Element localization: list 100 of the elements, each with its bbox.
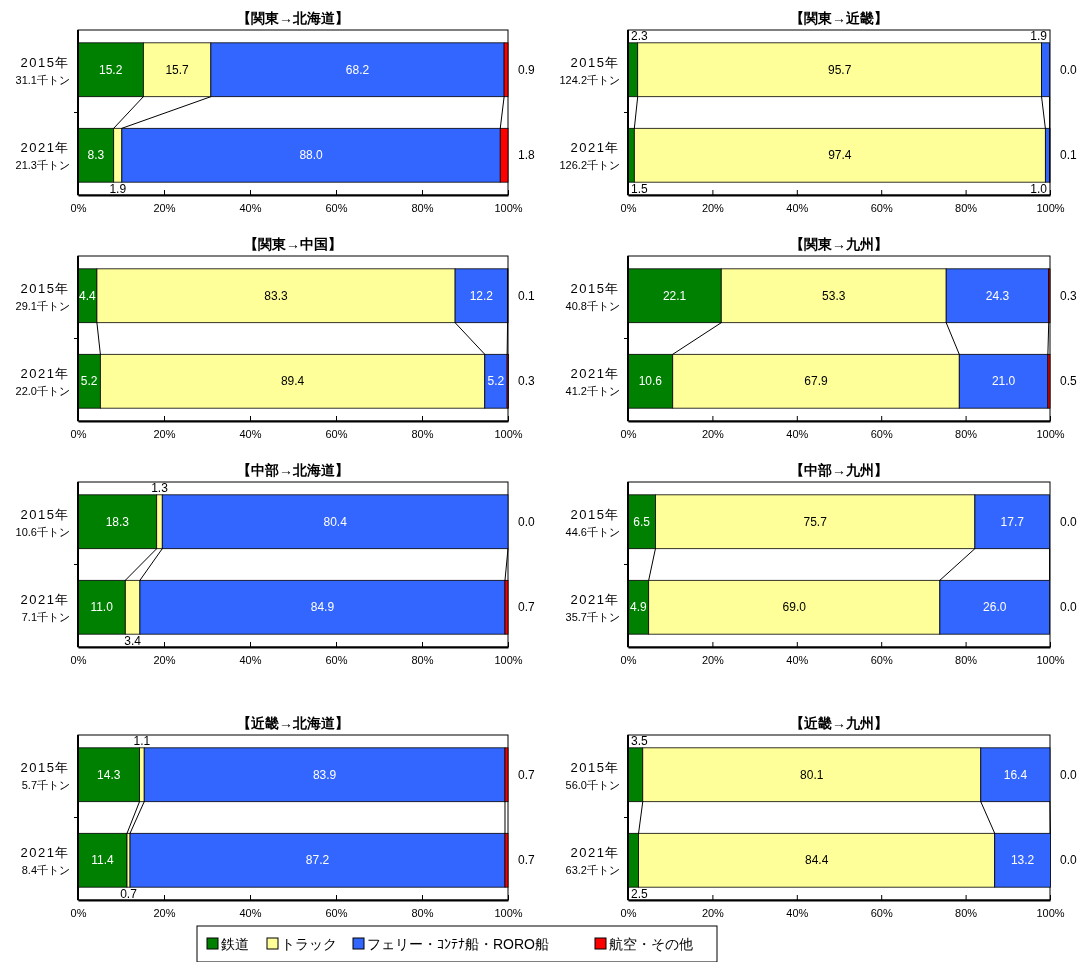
data-label: 1.3 xyxy=(151,480,169,495)
data-label: 0.0 xyxy=(1060,62,1078,77)
x-tick-label: 100% xyxy=(494,427,523,440)
data-label: 84.9 xyxy=(310,600,335,615)
data-label: 75.7 xyxy=(803,514,828,529)
data-label: 15.7 xyxy=(165,62,190,77)
x-tick-label: 0% xyxy=(70,201,87,214)
x-tick-label: 40% xyxy=(786,653,809,666)
x-tick-label: 40% xyxy=(786,427,809,440)
x-tick-label: 40% xyxy=(239,201,262,214)
data-label: 88.0 xyxy=(299,148,324,163)
y-tick-label: 2021年 7.1千トン xyxy=(20,592,70,624)
chart-title: 【関東→九州】 xyxy=(790,236,888,252)
x-tick-label: 60% xyxy=(870,427,893,440)
x-tick-label: 20% xyxy=(153,201,176,214)
data-label: 1.1 xyxy=(133,733,151,748)
x-tick-label: 80% xyxy=(955,201,978,214)
data-label: 13.2 xyxy=(1010,853,1035,868)
data-label: 3.4 xyxy=(124,634,142,649)
data-label: 0.7 xyxy=(120,887,138,902)
data-label: 0.1 xyxy=(518,288,536,303)
y-tick-label: 2021年 126.2千トン xyxy=(559,140,620,172)
data-label: 0.9 xyxy=(518,62,536,77)
x-tick-label: 80% xyxy=(411,906,434,919)
y-tick-label: 2021年 8.4千トン xyxy=(20,845,70,877)
data-label: 4.4 xyxy=(79,288,97,303)
data-label: 67.9 xyxy=(804,374,828,389)
x-tick-label: 80% xyxy=(411,427,434,440)
data-label: 0.1 xyxy=(1060,148,1078,163)
data-label: 83.3 xyxy=(264,288,289,303)
x-tick-label: 60% xyxy=(325,427,348,440)
data-label: 22.1 xyxy=(662,288,687,303)
x-tick-label: 0% xyxy=(620,653,637,666)
data-label: 24.3 xyxy=(985,288,1010,303)
legend-label: トラック xyxy=(281,936,337,952)
y-tick-label: 2015年 56.0千トン xyxy=(565,759,620,791)
data-label: 11.0 xyxy=(90,600,114,615)
x-tick-label: 20% xyxy=(153,906,176,919)
x-tick-label: 100% xyxy=(494,653,523,666)
y-tick-label: 2015年 5.7千トン xyxy=(20,759,70,791)
x-tick-label: 20% xyxy=(153,427,176,440)
data-label: 0.3 xyxy=(518,374,536,389)
data-label: 21.0 xyxy=(991,374,1016,389)
data-label: 95.7 xyxy=(827,62,852,77)
data-label: 1.8 xyxy=(518,148,536,163)
x-tick-label: 60% xyxy=(870,201,893,214)
y-tick-label: 2015年 31.1千トン xyxy=(15,54,70,86)
data-label: 69.0 xyxy=(782,600,807,615)
data-label: 87.2 xyxy=(305,853,330,868)
data-label: 0.0 xyxy=(1060,853,1078,868)
x-tick-label: 80% xyxy=(411,653,434,666)
x-tick-label: 100% xyxy=(494,201,523,214)
data-label: 89.4 xyxy=(280,374,305,389)
data-label: 12.2 xyxy=(469,288,494,303)
chart-title: 【関東→近畿】 xyxy=(790,10,888,26)
chart-title: 【関東→北海道】 xyxy=(237,10,349,26)
x-tick-label: 60% xyxy=(870,906,893,919)
x-tick-label: 40% xyxy=(786,906,809,919)
data-label: 80.1 xyxy=(800,767,824,782)
y-tick-label: 2015年 44.6千トン xyxy=(565,506,620,538)
x-tick-label: 60% xyxy=(325,201,348,214)
data-label: 5.2 xyxy=(487,374,505,389)
x-tick-label: 40% xyxy=(786,201,809,214)
data-label: 1.9 xyxy=(1030,28,1048,43)
data-label: 0.5 xyxy=(1060,374,1078,389)
x-tick-label: 100% xyxy=(1036,427,1065,440)
chart-title: 【関東→中国】 xyxy=(244,236,342,252)
data-label: 2.5 xyxy=(631,887,649,902)
data-label: 53.3 xyxy=(822,288,846,303)
x-tick-label: 20% xyxy=(701,653,725,666)
data-label: 2.3 xyxy=(631,28,649,43)
data-label: 15.2 xyxy=(99,62,123,77)
data-label: 0.7 xyxy=(518,853,536,868)
data-label: 18.3 xyxy=(105,514,130,529)
data-label: 0.0 xyxy=(1060,514,1078,529)
chart-title: 【中部→九州】 xyxy=(790,462,888,478)
data-label: 3.5 xyxy=(631,733,649,748)
x-tick-label: 100% xyxy=(494,906,523,919)
data-label: 14.3 xyxy=(97,767,121,782)
data-label: 0.7 xyxy=(518,767,536,782)
data-label: 11.4 xyxy=(91,853,115,868)
data-label: 0.3 xyxy=(1060,288,1078,303)
x-tick-label: 80% xyxy=(411,201,434,214)
x-tick-label: 80% xyxy=(955,906,978,919)
data-label: 1.0 xyxy=(1030,182,1048,197)
x-tick-label: 20% xyxy=(701,427,725,440)
chart-title: 【近畿→北海道】 xyxy=(237,715,349,731)
x-tick-label: 0% xyxy=(620,201,637,214)
y-tick-label: 2015年 29.1千トン xyxy=(15,280,70,312)
x-tick-label: 80% xyxy=(955,427,978,440)
data-label: 0.0 xyxy=(518,514,536,529)
data-label: 83.9 xyxy=(312,767,337,782)
data-label: 8.3 xyxy=(87,148,105,163)
data-label: 1.9 xyxy=(109,182,127,197)
y-tick-label: 2021年 41.2千トン xyxy=(565,366,620,398)
x-tick-label: 20% xyxy=(153,653,176,666)
x-tick-label: 0% xyxy=(70,906,87,919)
y-tick-label: 2021年 35.7千トン xyxy=(565,592,620,624)
data-label: 0.0 xyxy=(1060,600,1078,615)
y-tick-label: 2021年 63.2千トン xyxy=(565,845,620,877)
